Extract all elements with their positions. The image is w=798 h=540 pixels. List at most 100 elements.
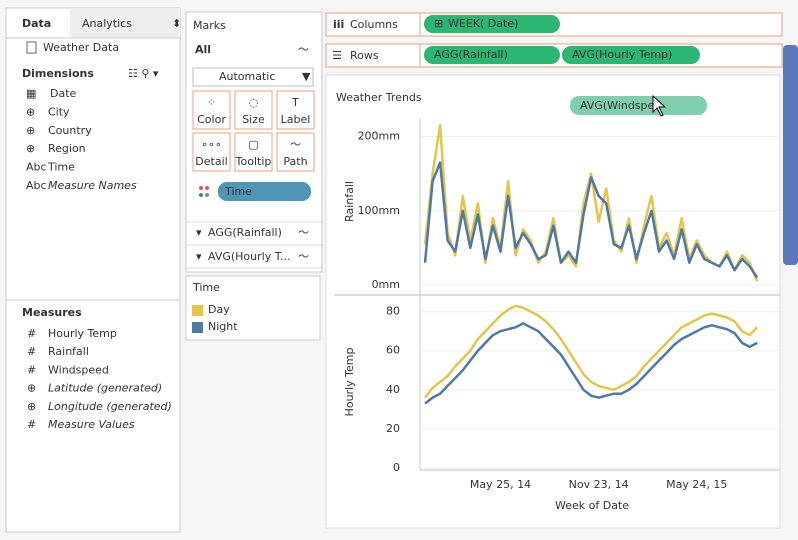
line-icon: 〜 [298, 43, 309, 56]
y-tick-label: 100mm [358, 204, 400, 217]
dimension-field[interactable]: City [48, 105, 70, 118]
button-icon: ⁘ [207, 96, 216, 109]
field-icon: # [27, 418, 36, 431]
tab-arrow: ⬍ [172, 17, 181, 30]
section-title: Dimensions [22, 67, 94, 80]
legend-swatch [192, 322, 203, 333]
measure-field[interactable]: Windspeed [48, 363, 109, 376]
drag-pill[interactable] [570, 96, 707, 115]
mark-type-dropdown[interactable] [192, 67, 314, 87]
mark-button[interactable] [276, 132, 315, 172]
time-pill[interactable] [218, 182, 311, 201]
mark-type[interactable]: Automatic [219, 70, 275, 83]
legend-label: Day [208, 303, 230, 316]
dropdown-arrow: ▼ [302, 70, 311, 83]
line-icon: 〜 [298, 250, 309, 263]
shelf-pill[interactable] [424, 15, 560, 33]
marks-title: Marks [193, 19, 226, 32]
field-icon: ⊕ [27, 400, 36, 413]
section-title: Measures [22, 306, 82, 319]
view [325, 74, 781, 529]
field-icon: ⊕ [26, 124, 35, 137]
button-label[interactable]: Tooltip [235, 155, 272, 168]
line-icon: 〜 [298, 226, 309, 239]
color-dot [199, 186, 203, 190]
measure-field[interactable]: Measure Values [48, 418, 135, 431]
line-series [424, 322, 758, 405]
measure-field[interactable]: Rainfall [48, 345, 89, 358]
button-icon: 〜 [290, 138, 301, 151]
measure-field[interactable]: Hourly Temp [48, 327, 117, 340]
dimension-field[interactable]: Country [48, 124, 92, 137]
button-icon: ◌ [249, 96, 259, 109]
mark-button[interactable] [234, 90, 273, 130]
button-label[interactable]: Label [281, 113, 311, 126]
line-series [424, 304, 759, 399]
button-icon: T [291, 96, 299, 109]
shelf-icon: iii [333, 18, 344, 31]
dimension-field[interactable]: Region [48, 142, 86, 155]
field-icon: Abc [26, 179, 47, 192]
drag-pill-label[interactable]: AVG(Windspe [580, 99, 655, 112]
pill-label[interactable]: Time [224, 185, 252, 198]
measure-field[interactable]: Latitude (generated) [48, 382, 162, 395]
y-tick-label: 20 [386, 422, 400, 435]
shelf-pill[interactable] [424, 46, 560, 64]
color-dot [205, 193, 209, 197]
button-icon: ∘∘∘ [201, 138, 222, 151]
legend-title: Time [192, 281, 220, 294]
shelf-label: Columns [350, 18, 398, 31]
data-pane [5, 7, 181, 533]
y-tick-label: 0 [393, 461, 400, 474]
mark-button[interactable] [192, 132, 231, 172]
pill-label[interactable]: AVG(Hourly Temp) [572, 48, 672, 61]
y-tick-label: 60 [386, 344, 400, 357]
button-label[interactable]: Path [283, 155, 307, 168]
pane-icons[interactable]: ☷ ⚲ ▾ [128, 67, 159, 80]
field-icon: # [27, 327, 36, 340]
field-icon: # [27, 363, 36, 376]
y-tick-label: 0mm [372, 278, 400, 291]
marks-section[interactable]: AGG(Rainfall) [208, 226, 282, 239]
mark-button[interactable] [192, 90, 231, 130]
field-icon: ⊕ [27, 382, 36, 395]
x-axis-title: Week of Date [555, 499, 629, 512]
dimension-field[interactable]: Time [47, 161, 75, 174]
field-icon: ▦ [26, 87, 36, 100]
y-axis-title: Hourly Temp [343, 348, 356, 417]
shelf-icon: ☰ [332, 49, 342, 62]
legend-box [185, 275, 321, 341]
button-label[interactable]: Detail [195, 155, 227, 168]
x-tick-label: May 24, 15 [666, 478, 727, 491]
button-label[interactable]: Color [197, 113, 226, 126]
pill-label[interactable]: WEEK( Date) [448, 17, 518, 30]
source-icon [26, 41, 37, 54]
pill-label[interactable]: AGG(Rainfall) [434, 48, 508, 61]
measure-field[interactable]: Longitude (generated) [48, 400, 172, 413]
shelf-pill[interactable] [562, 46, 700, 64]
field-icon: Abc [26, 161, 47, 174]
analytics-tab-bg [70, 8, 180, 38]
marks-section[interactable]: AVG(Hourly T... [208, 250, 291, 263]
dimension-field[interactable]: Date [50, 87, 77, 100]
y-tick-label: 40 [386, 383, 400, 396]
dimension-field[interactable]: Measure Names [48, 179, 137, 192]
field-icon: ⊕ [26, 105, 35, 118]
data-source[interactable]: Weather Data [43, 41, 119, 54]
button-label[interactable]: Size [242, 113, 265, 126]
legend-swatch [192, 305, 203, 316]
mark-button[interactable] [234, 132, 273, 172]
scrollbar[interactable] [783, 45, 798, 265]
x-tick-label: May 25, 14 [470, 478, 531, 491]
cursor [652, 94, 667, 117]
button-icon: ▢ [248, 138, 258, 151]
color-dot [199, 193, 203, 197]
y-axis-title: Rainfall [343, 181, 356, 222]
mark-button[interactable] [276, 90, 315, 130]
y-tick-label: 200mm [358, 130, 400, 143]
marks-all[interactable]: All [195, 43, 211, 56]
tab[interactable]: Data [22, 17, 51, 30]
field-icon: ⊕ [26, 142, 35, 155]
y-tick-label: 80 [386, 305, 400, 318]
tab[interactable]: Analytics [82, 17, 132, 30]
